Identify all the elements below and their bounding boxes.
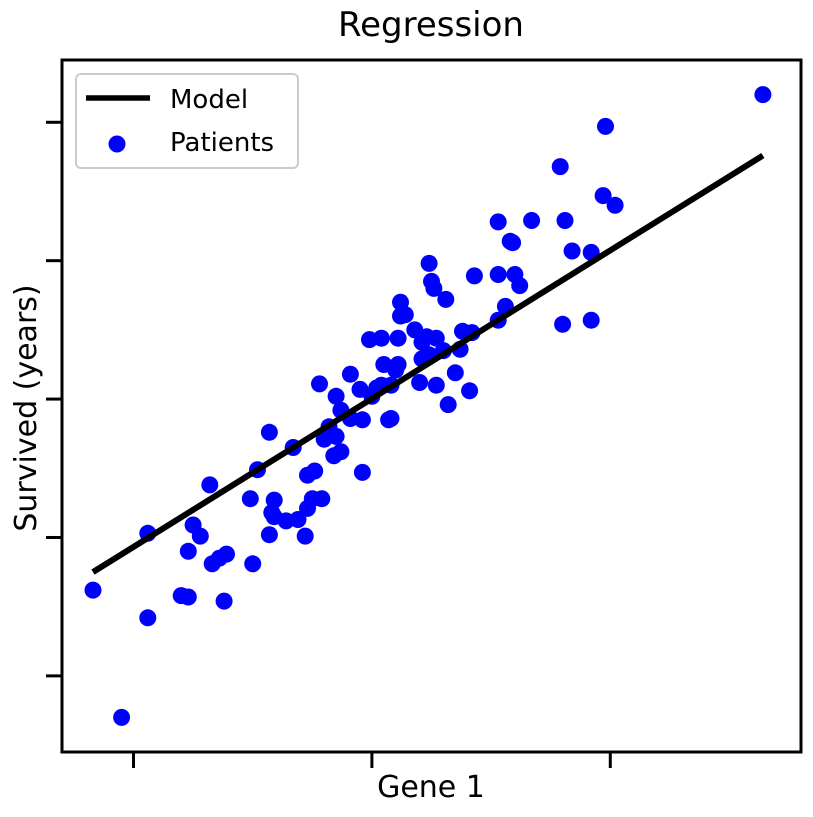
patient-point-17 (260, 526, 278, 544)
patient-point-55 (389, 329, 407, 347)
patient-point-77 (461, 382, 479, 400)
patient-point-93 (582, 311, 600, 329)
patient-point-28 (306, 462, 324, 480)
x-axis-ticks (132, 752, 612, 768)
x-axis-label: Gene 1 (377, 770, 485, 805)
patient-point-70 (427, 329, 445, 347)
patient-point-69 (427, 376, 445, 394)
patient-point-61 (411, 374, 429, 391)
y-axis-label: Survived (years) (9, 284, 44, 531)
patient-point-95 (594, 187, 612, 205)
legend-model-label: Model (170, 85, 248, 115)
patient-point-0 (84, 581, 102, 599)
patient-point-30 (311, 375, 328, 393)
patient-point-3 (113, 708, 131, 726)
patient-point-43 (353, 463, 371, 481)
patient-point-82 (489, 213, 507, 231)
patient-point-85 (504, 234, 522, 252)
patient-point-73 (439, 396, 457, 414)
patient-point-13 (210, 549, 228, 567)
patient-point-1 (139, 609, 157, 627)
patient-point-48 (372, 329, 390, 347)
legend-patients-label: Patients (170, 128, 274, 158)
patient-point-9 (201, 476, 219, 494)
legend: Model Patients (75, 73, 299, 169)
patient-point-88 (523, 212, 541, 229)
patient-point-72 (437, 290, 455, 308)
plot-frame (60, 58, 803, 754)
patient-point-5 (172, 587, 190, 605)
patient-point-37 (327, 387, 345, 405)
patient-point-59 (396, 306, 414, 324)
model-regression-line (91, 152, 765, 575)
patient-point-8 (191, 527, 209, 545)
patient-point-6 (179, 542, 197, 560)
patient-point-56 (389, 356, 407, 373)
patient-point-11 (215, 592, 233, 610)
patient-point-79 (465, 267, 483, 285)
patient-point-41 (341, 365, 359, 383)
legend-patients-swatch (108, 135, 126, 153)
patient-point-24 (289, 511, 307, 528)
patient-point-68 (425, 279, 443, 297)
y-axis-ticks (46, 120, 62, 678)
patient-point-81 (489, 266, 507, 283)
patient-point-74 (446, 364, 464, 382)
patient-point-90 (554, 315, 572, 333)
patient-point-25 (296, 527, 314, 545)
patient-point-97 (606, 196, 624, 214)
patient-point-38 (332, 443, 350, 461)
patient-point-96 (597, 117, 614, 135)
patient-point-89 (551, 158, 569, 176)
patient-point-52 (382, 410, 400, 427)
model-line-layer (91, 152, 765, 575)
patient-point-66 (420, 254, 438, 272)
patient-point-18 (260, 423, 278, 441)
patient-point-87 (511, 277, 529, 295)
patient-point-31 (313, 490, 331, 508)
patient-point-15 (241, 490, 259, 508)
patient-point-21 (265, 491, 283, 509)
patient-point-98 (754, 86, 772, 104)
patient-point-36 (327, 427, 345, 445)
patients-scatter (84, 86, 772, 726)
chart-title: Regression (338, 5, 524, 45)
patient-point-92 (563, 242, 581, 260)
patient-point-91 (556, 212, 574, 229)
patient-point-44 (353, 411, 371, 429)
patient-point-14 (244, 555, 262, 573)
